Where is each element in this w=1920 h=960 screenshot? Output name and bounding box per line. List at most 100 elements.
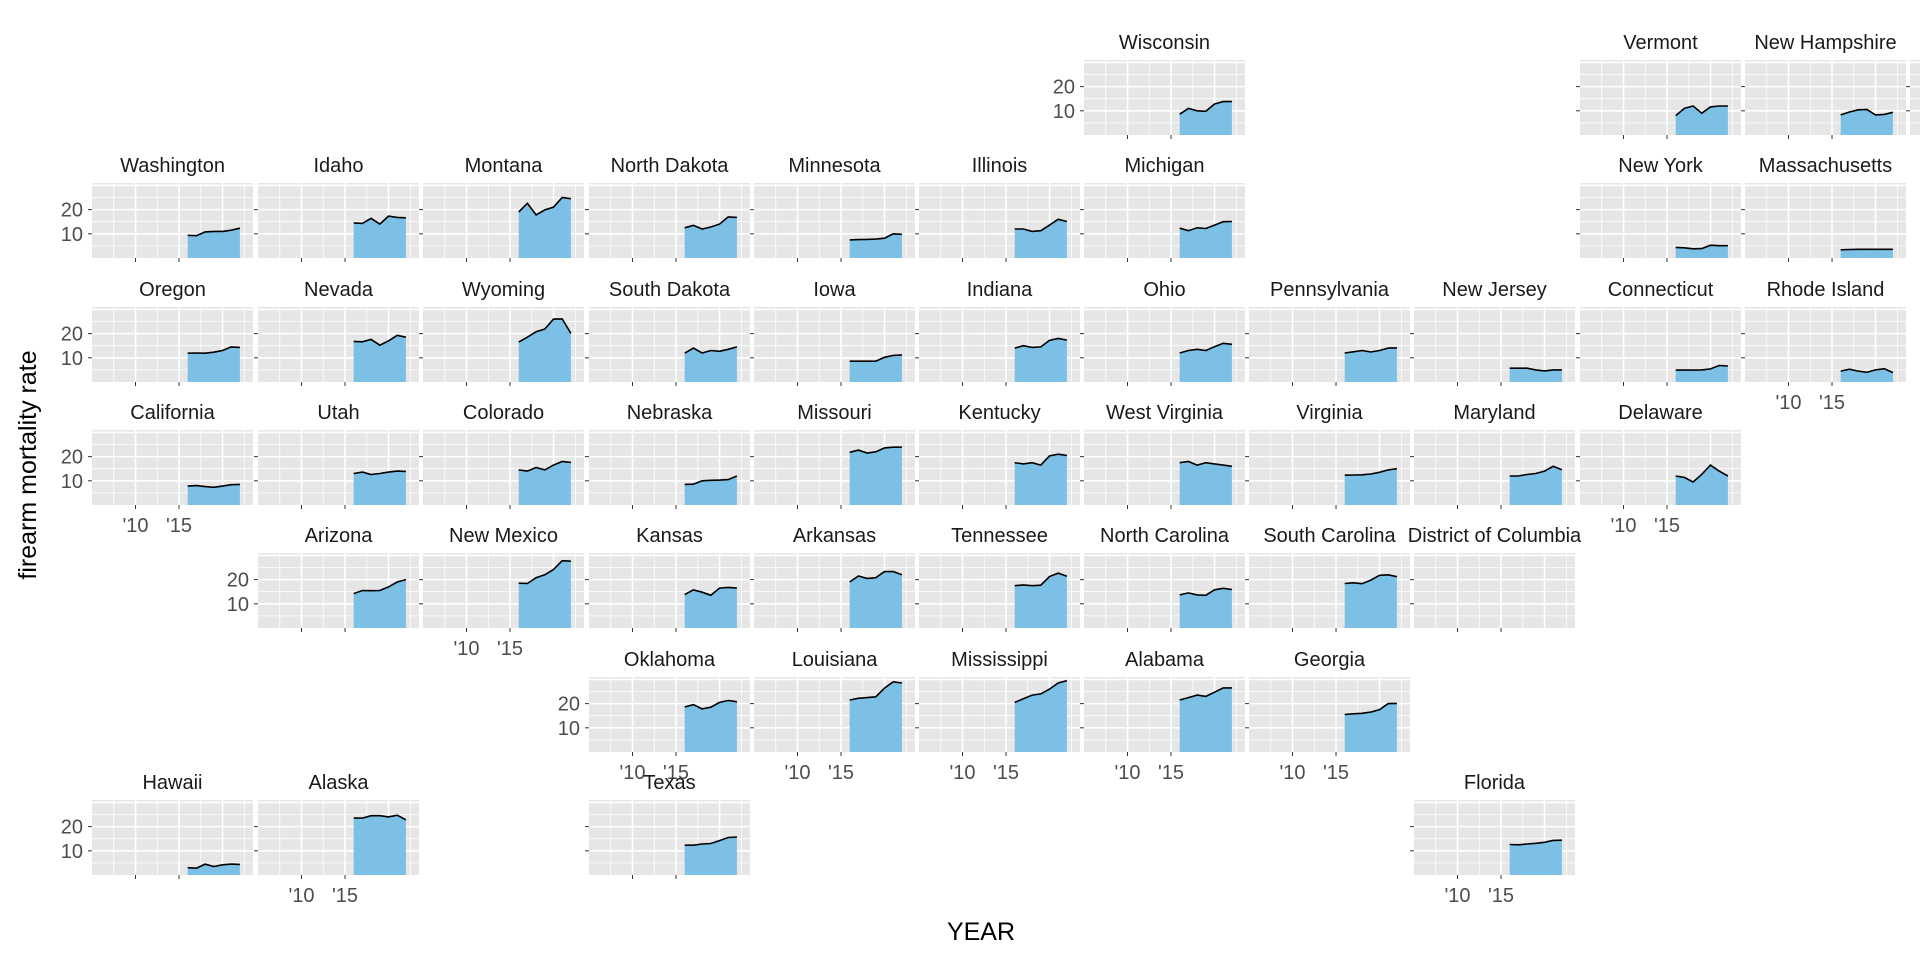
panel-mississippi: Mississippi '10 '15	[915, 649, 1080, 784]
panel-title: Georgia	[1294, 649, 1366, 671]
panel-title: Texas	[643, 772, 695, 794]
panel-rhode-island: Rhode Island '10 '15	[1741, 279, 1906, 414]
series-line	[849, 354, 902, 362]
series-line	[518, 559, 571, 585]
series-area	[1014, 573, 1067, 628]
y-tick-label: 20	[61, 447, 83, 469]
panel-tennessee: Tennessee	[915, 525, 1080, 632]
y-tick-label: 20	[1053, 77, 1075, 99]
panel-title: Kentucky	[958, 402, 1040, 424]
y-tick-label: 20	[61, 200, 83, 222]
series-area	[353, 216, 406, 258]
x-tick-label: '10	[1114, 762, 1140, 784]
x-tick-label: '15	[332, 885, 358, 907]
x-tick-label: '15	[1323, 762, 1349, 784]
panel-pennsylvania: Pennsylvania	[1245, 279, 1410, 386]
x-tick-label: '10	[122, 515, 148, 537]
y-tick-label: 20	[227, 570, 249, 592]
panel-minnesota: Minnesota	[750, 155, 915, 262]
x-tick-label: '15	[1654, 515, 1680, 537]
panel-massachusetts: Massachusetts	[1741, 155, 1906, 262]
series-area	[353, 579, 406, 628]
series-area	[1179, 343, 1232, 382]
series-area	[518, 197, 571, 258]
series-line	[187, 863, 240, 870]
panel-title: District of Columbia	[1408, 525, 1582, 547]
series-area	[684, 587, 737, 628]
panel-title: Utah	[317, 402, 359, 424]
series-line	[353, 814, 407, 821]
panel-vermont: Vermont	[1576, 32, 1741, 139]
y-tick-label: 20	[558, 694, 580, 716]
y-tick-label: 10	[61, 471, 83, 493]
y-tick-label: 20	[61, 324, 83, 346]
panel-title: Arizona	[305, 525, 374, 547]
y-tick-label: 10	[61, 348, 83, 370]
series-line	[1014, 679, 1068, 704]
x-tick-label: '15	[828, 762, 854, 784]
series-line	[1509, 367, 1562, 372]
x-tick-label: '15	[663, 762, 689, 784]
series-line	[1179, 220, 1232, 232]
series-area	[518, 560, 571, 628]
x-tick-label: '10	[453, 638, 479, 660]
series-line	[1344, 702, 1397, 716]
panel-title: Kansas	[636, 525, 703, 547]
panel-background	[1910, 60, 1920, 135]
series-area	[353, 471, 406, 505]
series-area	[187, 484, 240, 505]
series-area	[1179, 221, 1232, 258]
y-tick-label: 10	[227, 594, 249, 616]
x-tick-label: '10	[949, 762, 975, 784]
series-line	[353, 578, 407, 595]
x-tick-label: '10	[288, 885, 314, 907]
series-line	[1179, 460, 1233, 468]
series-area	[353, 815, 406, 875]
series-line	[187, 346, 240, 355]
series-line	[1179, 342, 1232, 354]
panel-title: Wyoming	[462, 279, 545, 301]
panel-title: New York	[1618, 155, 1703, 177]
series-area	[1179, 588, 1232, 628]
x-tick-label: '15	[1488, 885, 1514, 907]
series-line	[1014, 337, 1068, 349]
panel-title: Vermont	[1623, 32, 1698, 54]
series-line	[1840, 108, 1894, 116]
panel-ohio: Ohio	[1080, 279, 1245, 386]
series-line	[684, 216, 737, 230]
panel-title: Alaska	[308, 772, 369, 794]
series-line	[1014, 218, 1068, 233]
panel-virginia: Virginia	[1245, 402, 1410, 509]
panel-title: New Jersey	[1442, 279, 1546, 301]
series-area	[1840, 368, 1893, 382]
panel-utah: Utah	[254, 402, 419, 509]
panel-connecticut: Connecticut	[1576, 279, 1741, 386]
x-tick-label: '10	[784, 762, 810, 784]
panel-florida: Florida '10 '15	[1410, 772, 1575, 907]
x-tick-label: '10	[619, 762, 645, 784]
panel-title: Washington	[120, 155, 225, 177]
series-area	[1014, 680, 1067, 752]
panel-title: Rhode Island	[1767, 279, 1885, 301]
series-area	[1675, 106, 1728, 135]
series-line	[1179, 100, 1232, 115]
panel-district-of-columbia: District of Columbia	[1408, 525, 1582, 632]
panel-title: California	[130, 402, 215, 424]
series-line	[1509, 839, 1562, 846]
panel-new-mexico: New Mexico '10 '15	[419, 525, 584, 660]
panel-title: South Carolina	[1263, 525, 1396, 547]
panel-nebraska: Nebraska	[585, 402, 750, 509]
panel-alaska: Alaska '10 '15	[254, 772, 419, 907]
panel-background	[1745, 183, 1906, 258]
panel-kansas: Kansas	[585, 525, 750, 632]
series-area	[353, 335, 406, 382]
series-line	[849, 446, 902, 454]
panel-montana: Montana	[419, 155, 584, 262]
panel-title: Louisiana	[792, 649, 879, 671]
x-tick-label: '15	[166, 515, 192, 537]
